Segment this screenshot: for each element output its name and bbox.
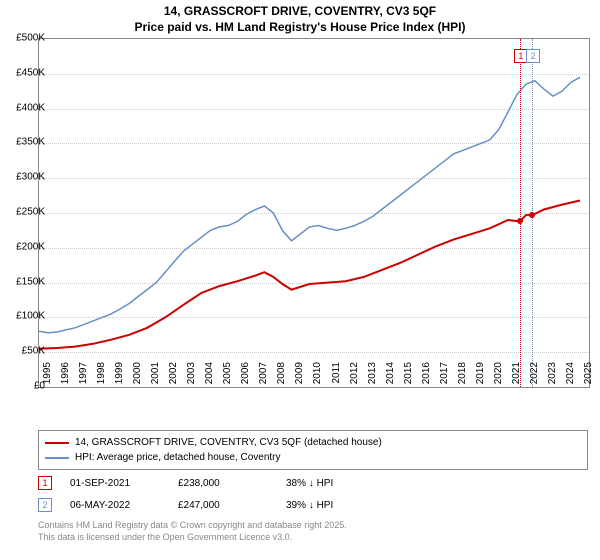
x-tick-label: 2014 <box>385 362 396 392</box>
plot-area: 12 <box>38 38 590 388</box>
x-tick-label: 1998 <box>96 362 107 392</box>
x-tick-label: 2008 <box>276 362 287 392</box>
x-tick-label: 2011 <box>331 362 342 392</box>
title-line-1: 14, GRASSCROFT DRIVE, COVENTRY, CV3 5QF <box>164 4 436 18</box>
legend: 14, GRASSCROFT DRIVE, COVENTRY, CV3 5QF … <box>38 430 588 470</box>
legend-label: HPI: Average price, detached house, Cove… <box>75 450 281 465</box>
sale-delta: 39% ↓ HPI <box>286 500 376 511</box>
y-tick-label: £50K <box>5 346 45 357</box>
x-tick-label: 2002 <box>168 362 179 392</box>
x-tick-label: 2025 <box>583 362 594 392</box>
x-tick-label: 2020 <box>493 362 504 392</box>
sale-row: 2 06-MAY-2022 £247,000 39% ↓ HPI <box>38 494 588 516</box>
legend-item: HPI: Average price, detached house, Cove… <box>45 450 581 465</box>
legend-label: 14, GRASSCROFT DRIVE, COVENTRY, CV3 5QF … <box>75 435 382 450</box>
y-tick-label: £300K <box>5 172 45 183</box>
x-tick-label: 2012 <box>349 362 360 392</box>
y-tick-label: £350K <box>5 137 45 148</box>
x-tick-label: 2005 <box>222 362 233 392</box>
x-tick-label: 2015 <box>403 362 414 392</box>
sale-price: £238,000 <box>178 478 268 489</box>
legend-swatch <box>45 457 69 459</box>
x-tick-label: 2000 <box>132 362 143 392</box>
x-tick-label: 2019 <box>475 362 486 392</box>
sale-date: 06-MAY-2022 <box>70 500 160 511</box>
legend-swatch <box>45 442 69 444</box>
legend-item: 14, GRASSCROFT DRIVE, COVENTRY, CV3 5QF … <box>45 435 581 450</box>
series-price_paid <box>39 201 580 349</box>
x-tick-label: 2001 <box>150 362 161 392</box>
chart-title: 14, GRASSCROFT DRIVE, COVENTRY, CV3 5QF … <box>0 0 600 35</box>
x-tick-label: 2024 <box>565 362 576 392</box>
attribution-footer: Contains HM Land Registry data © Crown c… <box>38 520 588 543</box>
sale-row: 1 01-SEP-2021 £238,000 38% ↓ HPI <box>38 472 588 494</box>
x-tick-label: 2018 <box>457 362 468 392</box>
x-tick-label: 2013 <box>367 362 378 392</box>
x-tick-label: 1996 <box>60 362 71 392</box>
sale-marker-dot <box>529 212 535 218</box>
x-tick-label: 2022 <box>529 362 540 392</box>
y-tick-label: £250K <box>5 207 45 218</box>
y-tick-label: £150K <box>5 276 45 287</box>
x-tick-label: 1999 <box>114 362 125 392</box>
y-tick-label: £400K <box>5 102 45 113</box>
x-tick-label: 1997 <box>78 362 89 392</box>
x-tick-label: 2016 <box>421 362 432 392</box>
sale-marker-badge: 2 <box>526 49 540 63</box>
y-tick-label: £100K <box>5 311 45 322</box>
x-tick-label: 2003 <box>186 362 197 392</box>
line-layer <box>39 39 589 387</box>
x-tick-label: 2021 <box>511 362 522 392</box>
x-tick-label: 2010 <box>312 362 323 392</box>
x-tick-label: 1995 <box>42 362 53 392</box>
x-tick-label: 2004 <box>204 362 215 392</box>
sale-date: 01-SEP-2021 <box>70 478 160 489</box>
sale-price: £247,000 <box>178 500 268 511</box>
series-hpi <box>39 77 580 332</box>
x-tick-label: 2007 <box>258 362 269 392</box>
sale-marker-line <box>520 39 521 387</box>
sales-table: 1 01-SEP-2021 £238,000 38% ↓ HPI 2 06-MAY-202… <box>38 472 588 516</box>
chart-container: 14, GRASSCROFT DRIVE, COVENTRY, CV3 5QF … <box>0 0 600 560</box>
footer-line-2: This data is licensed under the Open Gov… <box>38 532 292 542</box>
x-tick-label: 2023 <box>547 362 558 392</box>
y-tick-label: £500K <box>5 33 45 44</box>
sale-marker-dot <box>517 218 523 224</box>
sale-badge: 1 <box>38 476 52 490</box>
x-tick-label: 2017 <box>439 362 450 392</box>
title-line-2: Price paid vs. HM Land Registry's House … <box>135 20 466 34</box>
sale-delta: 38% ↓ HPI <box>286 478 376 489</box>
y-tick-label: £450K <box>5 67 45 78</box>
x-tick-label: 2006 <box>240 362 251 392</box>
sale-badge: 2 <box>38 498 52 512</box>
footer-line-1: Contains HM Land Registry data © Crown c… <box>38 520 347 530</box>
y-tick-label: £0 <box>5 381 45 392</box>
y-tick-label: £200K <box>5 241 45 252</box>
x-tick-label: 2009 <box>294 362 305 392</box>
